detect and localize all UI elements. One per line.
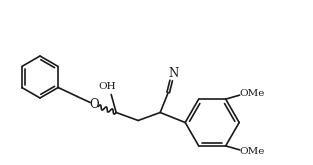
Text: O: O — [90, 98, 99, 111]
Text: OMe: OMe — [239, 89, 264, 98]
Text: OMe: OMe — [239, 147, 264, 156]
Text: OH: OH — [98, 82, 116, 91]
Text: N: N — [168, 67, 178, 80]
